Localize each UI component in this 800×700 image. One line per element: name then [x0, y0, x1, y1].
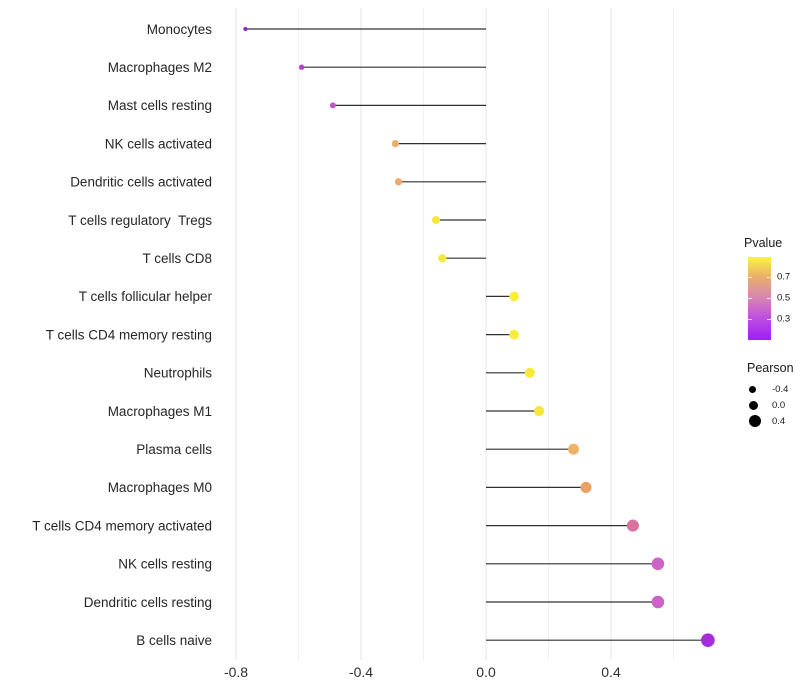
data-point — [243, 26, 248, 32]
pearson-size-dot — [749, 385, 756, 393]
category-label: Macrophages M2 — [108, 60, 212, 75]
pearson-legend-item: 0.4 — [747, 413, 794, 429]
pearson-size-label: 0.4 — [772, 415, 786, 427]
pearson-size-dot — [749, 400, 758, 410]
pearson-size-items: -0.4 0.0 0.4 — [747, 381, 794, 429]
legend-pvalue-title: Pvalue — [744, 236, 783, 250]
lollipop-row: T cells follicular helper — [79, 289, 519, 304]
lollipop-row: Macrophages M0 — [108, 480, 592, 495]
legend-pearson: Pearson -0.4 0.0 0.4 — [747, 361, 794, 429]
category-label: Dendritic cells resting — [84, 595, 212, 610]
category-label: Mast cells resting — [108, 98, 212, 113]
lollipop-row: Dendritic cells resting — [84, 595, 665, 610]
pearson-legend-item: -0.4 — [747, 381, 794, 397]
x-tick-label: 0.0 — [476, 664, 496, 680]
pvalue-tick-label: 0.3 — [777, 313, 791, 325]
lollipop-row: T cells regulatory Tregs — [68, 213, 486, 228]
category-label: T cells regulatory Tregs — [68, 213, 212, 228]
data-point — [524, 367, 535, 378]
category-label: Macrophages M1 — [108, 404, 212, 419]
category-label: Neutrophils — [144, 366, 213, 381]
lollipop-row: Neutrophils — [144, 366, 535, 381]
lollipop-row: Macrophages M1 — [108, 404, 545, 419]
data-point — [701, 633, 715, 648]
category-label: T cells CD8 — [142, 251, 212, 266]
pvalue-tick-mark — [748, 298, 752, 299]
category-label: NK cells resting — [118, 557, 212, 572]
pvalue-tick-mark — [767, 277, 771, 278]
x-tick-label: -0.8 — [224, 664, 248, 680]
lollipop-row: T cells CD4 memory activated — [32, 518, 639, 533]
data-point — [651, 595, 665, 609]
pvalue-tick-mark — [748, 277, 752, 278]
category-label: NK cells activated — [105, 136, 212, 151]
lollipop-row: Dendritic cells activated — [70, 175, 486, 190]
data-point — [626, 519, 639, 532]
pvalue-tick-mark — [748, 319, 752, 320]
pvalue-tick-label: 0.5 — [777, 292, 791, 304]
data-point — [391, 139, 400, 148]
category-label: T cells CD4 memory resting — [46, 327, 212, 342]
lollipop-row: Macrophages M2 — [108, 60, 486, 75]
lollipop-row: NK cells resting — [118, 557, 665, 572]
lollipop-row: Plasma cells — [136, 442, 579, 457]
pvalue-colorbar — [748, 257, 771, 340]
legend-pvalue: Pvalue 0.7 0.5 0.3 — [744, 236, 800, 340]
pearson-size-dot — [749, 415, 761, 427]
lollipop-row: NK cells activated — [105, 136, 486, 151]
lollipop-row: T cells CD4 memory resting — [46, 327, 519, 342]
lollipop-row: Monocytes — [147, 22, 486, 37]
data-point — [438, 254, 447, 263]
pvalue-tick-label: 0.7 — [777, 271, 791, 283]
category-label: Macrophages M0 — [108, 480, 212, 495]
category-label: T cells CD4 memory activated — [32, 518, 212, 533]
data-point — [534, 405, 545, 417]
lollipop-row: T cells CD8 — [142, 251, 486, 266]
legend-pearson-title: Pearson — [747, 361, 794, 375]
data-point — [329, 102, 336, 109]
x-tick-label: 0.4 — [601, 664, 621, 680]
x-tick-label: -0.4 — [349, 664, 373, 680]
data-point — [298, 64, 305, 70]
pvalue-tick-mark — [767, 298, 771, 299]
category-label: Monocytes — [147, 22, 213, 37]
category-label: Dendritic cells activated — [70, 175, 212, 190]
pearson-legend-item: 0.0 — [747, 397, 794, 413]
lollipop-row: B cells naive — [136, 633, 715, 648]
data-point — [580, 481, 592, 493]
data-point — [568, 443, 579, 455]
lollipop-row: Mast cells resting — [108, 98, 486, 113]
data-point — [651, 557, 665, 571]
data-point — [509, 291, 519, 302]
data-point — [394, 178, 403, 186]
category-label: Plasma cells — [136, 442, 212, 457]
category-label: B cells naive — [136, 633, 212, 648]
pearson-size-label: -0.4 — [772, 383, 789, 395]
data-point — [431, 215, 441, 225]
pvalue-tick-mark — [767, 319, 771, 320]
category-label: T cells follicular helper — [79, 289, 213, 304]
pearson-size-label: 0.0 — [772, 399, 786, 411]
data-point — [509, 329, 519, 340]
